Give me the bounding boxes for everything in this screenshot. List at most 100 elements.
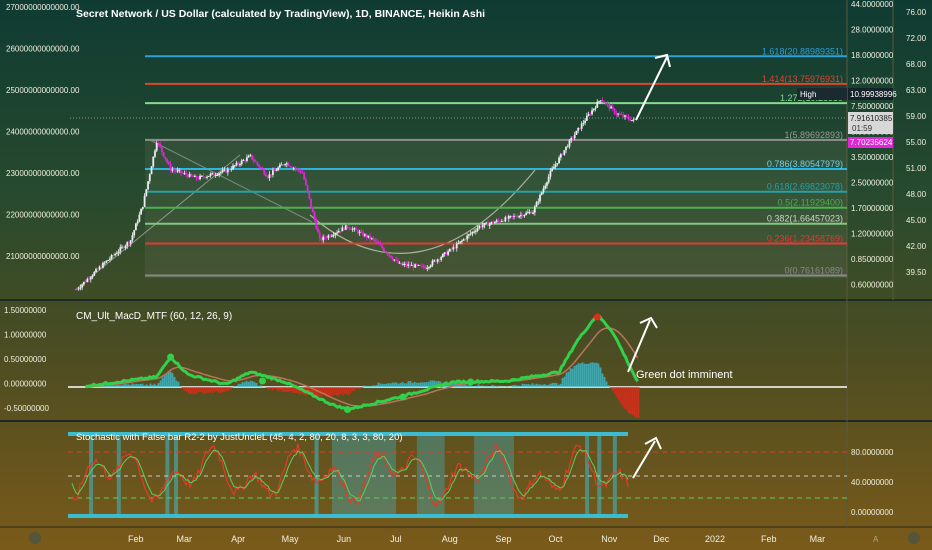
candle-body (377, 242, 380, 245)
fib-label: 0.618(2.69823078) (767, 182, 843, 192)
macd-hist-bar (267, 387, 270, 390)
macd-hist-bar (395, 382, 398, 387)
candle-body (410, 264, 413, 267)
candle-body (337, 231, 340, 233)
candle-body (483, 223, 486, 226)
candle-body (88, 278, 90, 280)
macd-hist-bar (229, 387, 232, 390)
candle-body (287, 163, 290, 167)
candle-body (400, 262, 403, 265)
macd-hist-bar (177, 381, 180, 387)
candle-body (315, 219, 318, 229)
time-axis-tick: Aug (442, 534, 458, 544)
outer-axis-tick: 76.00 (906, 8, 927, 17)
candle-body (506, 217, 508, 219)
candle-body (572, 138, 574, 140)
candle-body (185, 173, 188, 175)
macd-hist-bar (433, 380, 436, 387)
macd-axis-tick: 1.50000000 (4, 306, 47, 315)
candle-body (247, 155, 250, 158)
macd-hist-bar (561, 378, 564, 387)
candle-body (244, 160, 247, 162)
scroll-left-icon[interactable] (29, 532, 41, 544)
candle-body (251, 154, 254, 160)
macd-hist-bar (109, 385, 112, 387)
candle-body (209, 173, 212, 176)
candle-body (86, 278, 89, 282)
outer-axis-tick: 59.00 (906, 112, 927, 121)
macd-hist-bar (571, 368, 574, 387)
candle-body (329, 235, 332, 237)
candle-body (122, 246, 125, 249)
candle-body (409, 264, 411, 267)
arrow-annotation-macd (627, 316, 658, 373)
macd-hist-bar (135, 383, 138, 387)
macd-hist-bar (193, 387, 196, 395)
macd-hist-bar (195, 387, 198, 394)
candle-body (180, 170, 182, 174)
candle-body (344, 225, 347, 230)
candle-body (369, 235, 371, 239)
macd-hist-bar (139, 383, 142, 387)
macd-hist-bar (173, 376, 176, 387)
candle-body (403, 263, 406, 265)
macd-hist-bar (505, 386, 508, 387)
macd-hist-bar (341, 387, 344, 396)
candle-body (162, 152, 165, 157)
left-axis-tick: 27000000000000.00 (6, 3, 80, 12)
candle-body (291, 166, 293, 169)
candle-body (631, 119, 633, 121)
candle-body (608, 104, 611, 109)
macd-hist-bar (249, 380, 252, 387)
candle-body (431, 261, 434, 266)
macd-hist-bar (431, 380, 434, 387)
log-scale-icon[interactable]: A (873, 535, 879, 544)
macd-cross-dot (259, 377, 267, 385)
candle-body (103, 262, 106, 264)
candle-body (332, 235, 335, 237)
macd-hist-bar (137, 384, 140, 387)
candle-body (178, 170, 181, 172)
candle-body (476, 228, 479, 231)
candle-body (386, 252, 389, 255)
macd-hist-bar (565, 372, 568, 387)
macd-hist-bar (623, 387, 626, 409)
macd-hist-bar (299, 387, 302, 395)
candle-body (384, 251, 387, 253)
right-axis-tick: 1.70000000 (851, 204, 894, 213)
stoch-signal-bar (612, 434, 617, 516)
macd-hist-bar (225, 387, 228, 392)
macd-hist-bar (203, 387, 206, 394)
macd-hist-bar (631, 387, 634, 416)
macd-hist-bar (511, 385, 514, 387)
candle-body (188, 173, 191, 178)
macd-hist-bar (467, 385, 470, 387)
fib-label: 1(5.89692893) (784, 130, 843, 140)
macd-hist-bar (495, 386, 498, 387)
candle-body (187, 174, 189, 178)
candle-body (395, 259, 397, 261)
right-axis-tick: 28.0000000 (851, 26, 894, 35)
left-axis-tick: 22000000000000.00 (6, 211, 80, 220)
macd-hist-bar (383, 384, 386, 387)
settings-icon[interactable] (908, 532, 920, 544)
candle-body (591, 110, 593, 115)
candle-body (383, 248, 385, 252)
fib-label: 0(0.76161089) (784, 265, 843, 275)
macd-hist-bar (471, 386, 474, 387)
candle-body (174, 170, 177, 172)
macd-cross-dot (593, 313, 601, 321)
macd-hist-bar (613, 387, 616, 394)
candle-body (277, 167, 280, 171)
macd-hist-bar (389, 383, 392, 387)
time-axis-tick: Mar (177, 534, 193, 544)
stoch-signal-bar (314, 434, 319, 516)
macd-hist-bar (521, 383, 524, 387)
macd-hist-bar (285, 387, 288, 393)
candle-body (141, 206, 144, 209)
candle-body (419, 264, 422, 266)
candle-body (500, 220, 503, 222)
candle-body (372, 238, 375, 240)
macd-hist-bar (363, 385, 366, 387)
macd-hist-bar (633, 387, 636, 417)
